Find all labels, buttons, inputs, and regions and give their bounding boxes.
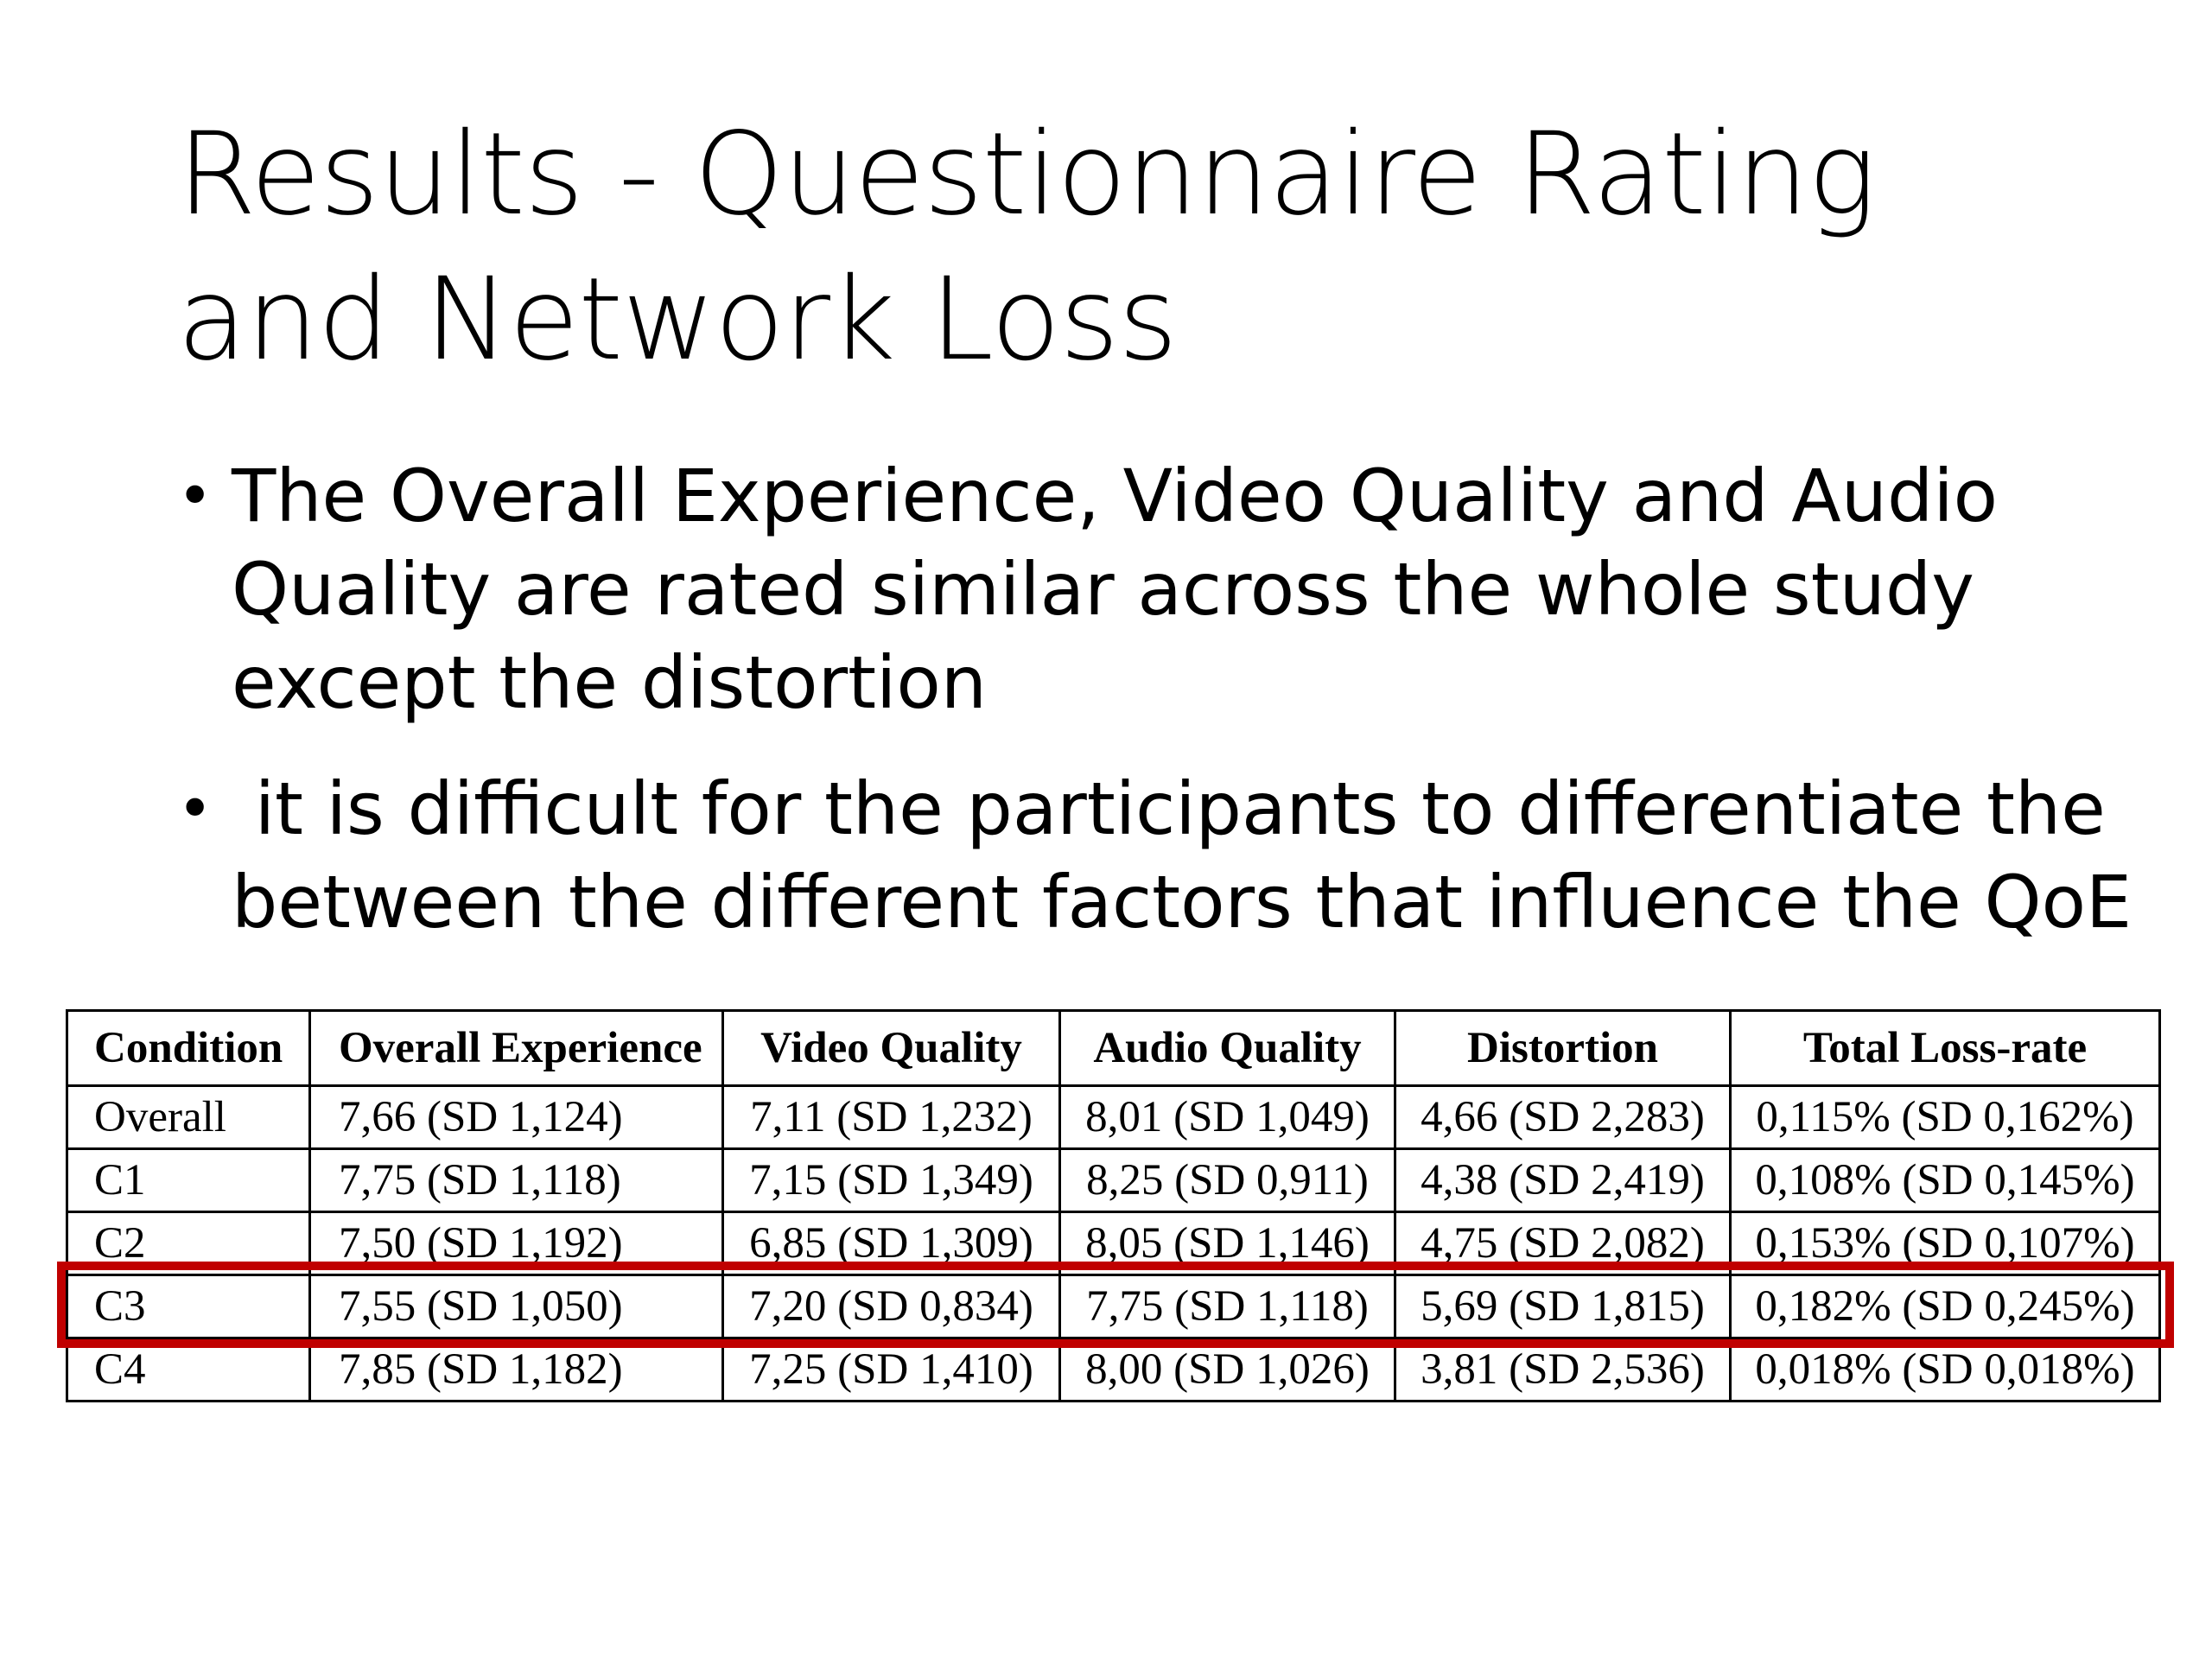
table-cell: 7,11 (SD 1,232): [721, 1084, 1061, 1150]
table-cell: C1: [66, 1147, 311, 1213]
column-header: Video Quality: [721, 1009, 1061, 1087]
table-cell: 0,153% (SD 0,107%): [1729, 1211, 2161, 1276]
table-cell: 7,50 (SD 1,192): [308, 1211, 724, 1276]
table-cell: 0,108% (SD 0,145%): [1729, 1147, 2161, 1213]
title-line-2: and Network Loss: [177, 253, 1178, 386]
table-cell: C3: [66, 1274, 311, 1339]
results-table-container: Condition Overall Experience Video Quali…: [66, 1009, 2161, 1402]
table-cell: 4,38 (SD 2,419): [1394, 1147, 1732, 1213]
table-row: C2 7,50 (SD 1,192) 6,85 (SD 1,309) 8,05 …: [66, 1211, 2161, 1276]
table-cell: 8,05 (SD 1,146): [1058, 1211, 1396, 1276]
table-cell: 0,115% (SD 0,162%): [1729, 1084, 2161, 1150]
table-row: Overall 7,66 (SD 1,124) 7,11 (SD 1,232) …: [66, 1084, 2161, 1150]
column-header: Audio Quality: [1058, 1009, 1396, 1087]
table-cell: 7,85 (SD 1,182): [308, 1337, 724, 1402]
table-row-highlighted: C3 7,55 (SD 1,050) 7,20 (SD 0,834) 7,75 …: [66, 1274, 2161, 1339]
table-cell: Overall: [66, 1084, 311, 1150]
bullet-text-line: The Overall Experience, Video Quality an…: [232, 454, 1999, 538]
table-cell: 7,66 (SD 1,124): [308, 1084, 724, 1150]
bullet-text-line: Quality are rated similar across the who…: [232, 547, 1974, 632]
table-cell: 7,20 (SD 0,834): [721, 1274, 1061, 1339]
title-line-1: Results - Questionnaire Rating: [177, 108, 1876, 241]
table-cell: 5,69 (SD 1,815): [1394, 1274, 1732, 1339]
column-header: Overall Experience: [308, 1009, 724, 1087]
bullet-text-line: it is difficult for the participants to …: [232, 766, 2106, 851]
bullet-item: • The Overall Experience, Video Quality …: [177, 449, 2164, 729]
bullet-dot-icon: •: [177, 461, 213, 531]
table-cell: 4,75 (SD 2,082): [1394, 1211, 1732, 1276]
table-cell: 8,00 (SD 1,026): [1058, 1337, 1396, 1402]
table-cell: 0,182% (SD 0,245%): [1729, 1274, 2161, 1339]
table-cell: 7,15 (SD 1,349): [721, 1147, 1061, 1213]
bullet-text-line: between the different factors that influ…: [232, 860, 2133, 944]
bullet-item: • it is difficult for the participants t…: [177, 762, 2164, 949]
table-row: C4 7,85 (SD 1,182) 7,25 (SD 1,410) 8,00 …: [66, 1337, 2161, 1402]
column-header: Distortion: [1394, 1009, 1732, 1087]
slide-title: Results - Questionnaire Rating and Netwo…: [177, 102, 2078, 392]
table-cell: 7,75 (SD 1,118): [308, 1147, 724, 1213]
table-cell: 0,018% (SD 0,018%): [1729, 1337, 2161, 1402]
table-cell: 6,85 (SD 1,309): [721, 1211, 1061, 1276]
table-cell: C2: [66, 1211, 311, 1276]
table-cell: 8,25 (SD 0,911): [1058, 1147, 1396, 1213]
bullet-text-line: except the distortion: [232, 640, 988, 725]
table-header-row: Condition Overall Experience Video Quali…: [66, 1009, 2161, 1087]
bullet-list: • The Overall Experience, Video Quality …: [177, 449, 2164, 982]
column-header: Condition: [66, 1009, 311, 1087]
table-cell: 4,66 (SD 2,283): [1394, 1084, 1732, 1150]
table-cell: 7,55 (SD 1,050): [308, 1274, 724, 1339]
table-cell: 7,25 (SD 1,410): [721, 1337, 1061, 1402]
table-cell: 7,75 (SD 1,118): [1058, 1274, 1396, 1339]
results-table: Condition Overall Experience Video Quali…: [66, 1009, 2161, 1402]
table-cell: C4: [66, 1337, 311, 1402]
table-row: C1 7,75 (SD 1,118) 7,15 (SD 1,349) 8,25 …: [66, 1147, 2161, 1213]
table-cell: 8,01 (SD 1,049): [1058, 1084, 1396, 1150]
column-header: Total Loss-rate: [1729, 1009, 2161, 1087]
bullet-dot-icon: •: [177, 773, 213, 844]
table-cell: 3,81 (SD 2,536): [1394, 1337, 1732, 1402]
